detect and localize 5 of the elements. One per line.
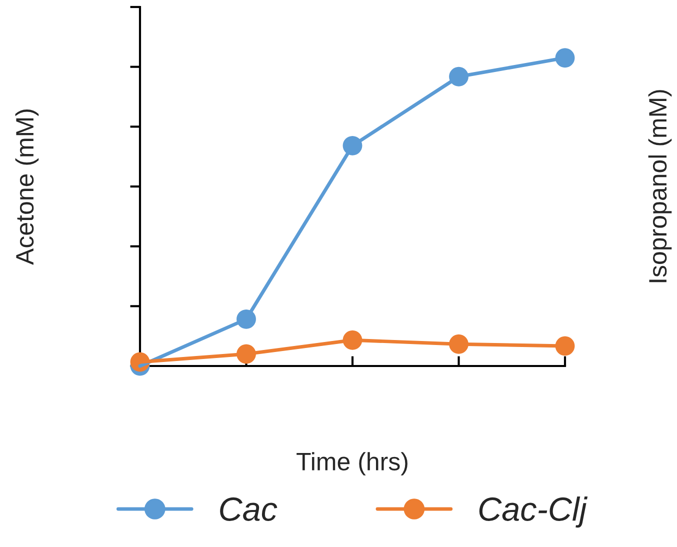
legend-label: Cac-Clj [479,496,588,528]
legend-label: Cac [220,497,278,522]
y2-axis-title: Isopropanol (mM) [648,90,672,282]
y-axis-title: Acetone (mM) [15,110,39,265]
x-axis-title: Time (hrs) [296,452,408,476]
